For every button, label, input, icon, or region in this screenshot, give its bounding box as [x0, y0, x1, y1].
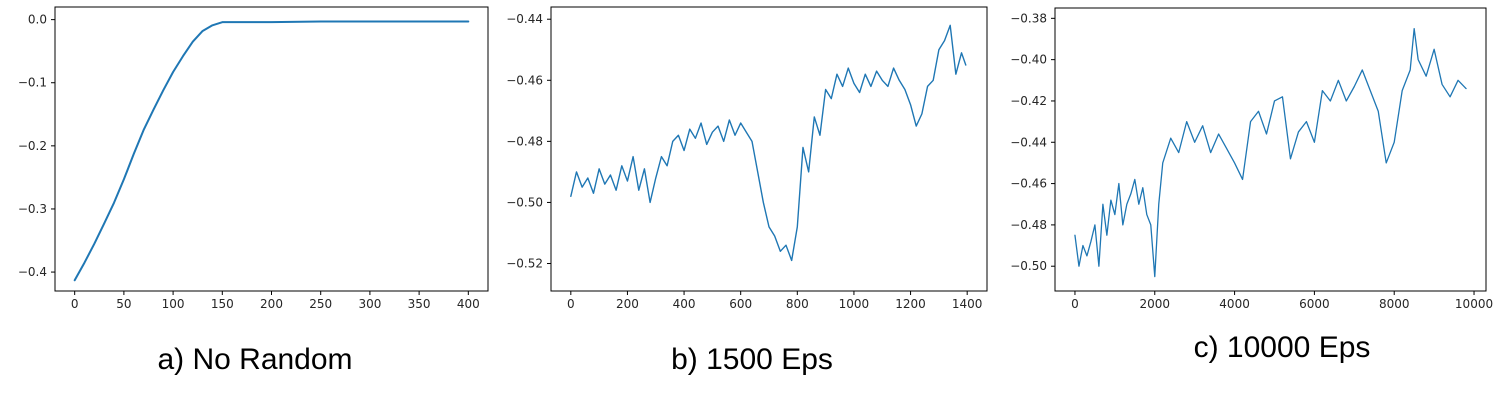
x-tick-label-2-4: 8000 [1379, 297, 1410, 311]
x-tick-label-1-4: 800 [786, 297, 809, 311]
panel-caption-2: c) 10000 Eps [1194, 331, 1371, 364]
chart-panel-1: 0 200 400 600 800 1000 1200 1400 −0.44 −0.46 −0.48… [506, 6, 988, 376]
x-tick-label-0-0: 0 [71, 297, 79, 311]
x-tick-label-1-3: 600 [729, 297, 752, 311]
y-tick-label-2-6: −0.50 [1010, 259, 1047, 273]
y-tick-label-1-1: −0.46 [506, 73, 543, 87]
x-tick-label-2-2: 4000 [1219, 297, 1250, 311]
x-tick-label-0-2: 100 [162, 297, 185, 311]
x-tick-label-2-3: 6000 [1299, 297, 1330, 311]
y-tick-label-0-0: 0.0 [28, 13, 47, 27]
y-tick-label-0-3: −0.3 [18, 202, 47, 216]
y-tick-label-2-5: −0.48 [1010, 218, 1047, 232]
y-tick-label-1-3: −0.50 [506, 195, 543, 209]
y-tick-label-1-4: −0.52 [506, 257, 543, 271]
y-tick-label-2-3: −0.44 [1010, 135, 1047, 149]
series-line-1-0 [570, 24, 967, 262]
x-tick-label-1-0: 0 [567, 297, 575, 311]
axes-frame-0 [54, 6, 489, 292]
panel-caption-0: a) No Random [157, 343, 352, 376]
x-tick-label-1-7: 1400 [952, 297, 983, 311]
y-tick-label-0-2: −0.2 [18, 139, 47, 153]
x-tick-label-0-3: 150 [211, 297, 234, 311]
x-tick-label-2-5: 10000 [1455, 297, 1493, 311]
axes-frame-2 [1054, 7, 1487, 292]
chart-panel-0: 0 50 100 150 200 250 300 350 400 0.0 −0.1 −0.2 −0.3 −… [18, 6, 489, 376]
x-tick-label-1-2: 400 [673, 297, 696, 311]
x-tick-label-1-6: 1200 [895, 297, 926, 311]
series-line-2-0 [1074, 28, 1467, 278]
x-tick-label-0-1: 50 [116, 297, 131, 311]
x-tick-label-0-4: 200 [260, 297, 283, 311]
x-tick-label-2-0: 0 [1071, 297, 1079, 311]
chart-panel-2: 0 2000 4000 6000 8000 10000 −0.38 −0.40 −0.42 −0.… [1010, 7, 1493, 364]
y-tick-label-1-2: −0.48 [506, 134, 543, 148]
x-tick-label-2-1: 2000 [1139, 297, 1170, 311]
y-tick-label-2-2: −0.42 [1010, 94, 1047, 108]
series-line-0-0 [73, 20, 470, 282]
y-tick-label-2-1: −0.40 [1010, 53, 1047, 67]
axes-frame-1 [550, 6, 988, 292]
x-tick-label-0-7: 350 [408, 297, 431, 311]
y-tick-label-0-4: −0.4 [18, 265, 47, 279]
y-tick-label-2-0: −0.38 [1010, 11, 1047, 25]
y-tick-label-2-4: −0.46 [1010, 177, 1047, 191]
chart-panels: 0 50 100 150 200 250 300 350 400 0.0 −0.1 −0.2 −0.3 −… [18, 6, 1493, 376]
x-tick-label-0-5: 250 [309, 297, 332, 311]
x-tick-label-1-1: 200 [616, 297, 639, 311]
y-tick-label-1-0: −0.44 [506, 12, 543, 26]
y-tick-label-0-1: −0.1 [18, 76, 47, 90]
x-tick-label-1-5: 1000 [839, 297, 870, 311]
x-tick-label-0-8: 400 [457, 297, 480, 311]
panel-caption-1: b) 1500 Eps [671, 343, 833, 376]
x-tick-label-0-6: 300 [358, 297, 381, 311]
